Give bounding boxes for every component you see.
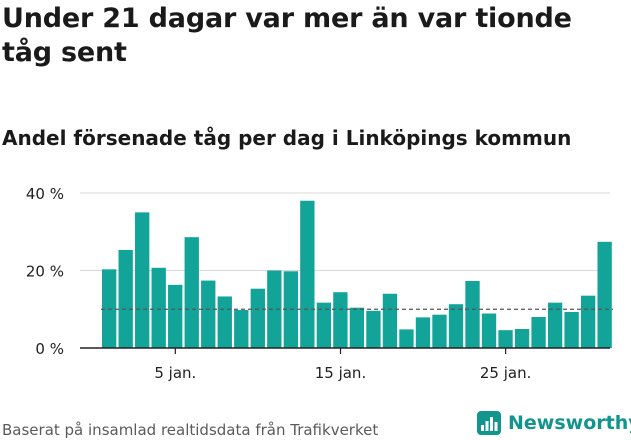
newsworthy-logo-icon — [477, 411, 501, 435]
bar — [217, 296, 232, 348]
bar — [514, 329, 530, 348]
bar — [201, 280, 216, 348]
bar — [151, 267, 166, 348]
bar — [597, 241, 612, 348]
bar — [415, 317, 431, 348]
y-tick-label: 40 % — [26, 185, 64, 203]
bar — [531, 317, 546, 348]
bar — [481, 313, 497, 348]
bar — [564, 311, 579, 348]
chart-subtitle: Andel försenade tåg per dag i Linköpings… — [2, 126, 572, 150]
bar — [135, 212, 150, 348]
brand-logo: Newsworthy — [476, 408, 631, 438]
bar — [547, 302, 563, 348]
bar — [382, 293, 398, 348]
y-tick-label: 0 % — [35, 340, 64, 358]
source-note: Baserat på insamlad realtidsdata från Tr… — [2, 421, 379, 439]
bar — [118, 249, 133, 348]
bar — [349, 307, 365, 348]
bar — [448, 304, 464, 348]
brand-name: Newsworthy — [508, 412, 631, 434]
bar-chart: 0 % 20 % 40 % 5 jan. 15 jan. 25 jan. — [26, 185, 613, 382]
bar — [168, 284, 183, 348]
chart-title: Under 21 dagar var mer än var tionde tåg… — [2, 3, 572, 68]
bar — [580, 295, 596, 348]
x-tick-label: 25 jan. — [480, 364, 532, 382]
bar — [300, 200, 315, 348]
bar — [399, 329, 414, 348]
bar — [316, 302, 332, 348]
bar — [498, 330, 513, 348]
y-tick-label: 20 % — [26, 263, 64, 281]
bar — [234, 310, 249, 348]
bar — [267, 270, 282, 348]
bar — [432, 314, 447, 348]
x-tick-label: 15 jan. — [315, 364, 367, 382]
bar — [465, 280, 480, 348]
bar — [366, 310, 381, 348]
bar — [333, 292, 348, 348]
x-tick-label: 5 jan. — [154, 364, 196, 382]
bar — [184, 237, 199, 348]
bar — [250, 288, 265, 348]
